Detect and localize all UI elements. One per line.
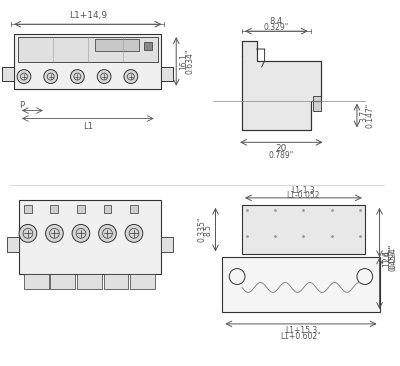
Bar bbox=[104, 274, 128, 289]
Circle shape bbox=[17, 70, 31, 83]
Bar bbox=[24, 274, 48, 289]
Bar bbox=[14, 34, 162, 89]
Circle shape bbox=[70, 70, 84, 83]
Circle shape bbox=[124, 70, 138, 83]
Text: L1+0.602": L1+0.602" bbox=[281, 332, 321, 341]
Circle shape bbox=[97, 70, 111, 83]
Bar bbox=[95, 39, 139, 51]
Text: 0.329": 0.329" bbox=[264, 23, 289, 32]
Bar bbox=[77, 274, 102, 289]
Circle shape bbox=[46, 224, 63, 242]
Bar bbox=[19, 200, 162, 274]
Text: 16.1: 16.1 bbox=[179, 53, 188, 70]
Text: L1+15.3: L1+15.3 bbox=[285, 326, 317, 335]
Bar bbox=[242, 205, 365, 254]
Circle shape bbox=[19, 224, 37, 242]
Bar bbox=[313, 96, 320, 111]
Text: 0.634": 0.634" bbox=[185, 49, 194, 74]
Text: L1: L1 bbox=[83, 123, 93, 131]
Text: 2.4: 2.4 bbox=[382, 250, 392, 262]
Bar bbox=[50, 205, 58, 213]
Bar bbox=[104, 205, 111, 213]
Bar bbox=[222, 257, 380, 312]
Text: 0.457": 0.457" bbox=[388, 246, 397, 271]
Circle shape bbox=[44, 70, 58, 83]
Text: L1-1.3: L1-1.3 bbox=[292, 186, 315, 195]
Circle shape bbox=[125, 224, 143, 242]
Bar bbox=[144, 42, 152, 50]
Bar bbox=[2, 67, 14, 81]
Bar bbox=[162, 67, 173, 81]
Bar bbox=[77, 205, 85, 213]
Text: L1+14,9: L1+14,9 bbox=[69, 11, 107, 20]
Text: 0.147": 0.147" bbox=[366, 103, 375, 128]
Bar bbox=[162, 237, 173, 252]
Text: 0.335": 0.335" bbox=[198, 217, 207, 242]
Text: 11.6: 11.6 bbox=[382, 250, 392, 267]
Bar bbox=[18, 37, 158, 62]
Bar bbox=[24, 205, 32, 213]
Text: L1-0.052: L1-0.052 bbox=[287, 191, 320, 200]
Text: P: P bbox=[19, 101, 24, 110]
Bar bbox=[50, 274, 75, 289]
Circle shape bbox=[72, 224, 90, 242]
Text: 0.789": 0.789" bbox=[269, 151, 294, 160]
Circle shape bbox=[99, 224, 116, 242]
Bar bbox=[130, 205, 138, 213]
Text: 0.094": 0.094" bbox=[388, 243, 397, 269]
Text: 8.4: 8.4 bbox=[270, 17, 283, 26]
Bar bbox=[7, 237, 19, 252]
Text: 3.7: 3.7 bbox=[360, 109, 369, 122]
Bar bbox=[130, 274, 155, 289]
Text: 8.5: 8.5 bbox=[204, 224, 212, 236]
Polygon shape bbox=[242, 41, 320, 130]
Text: 20: 20 bbox=[276, 144, 287, 153]
